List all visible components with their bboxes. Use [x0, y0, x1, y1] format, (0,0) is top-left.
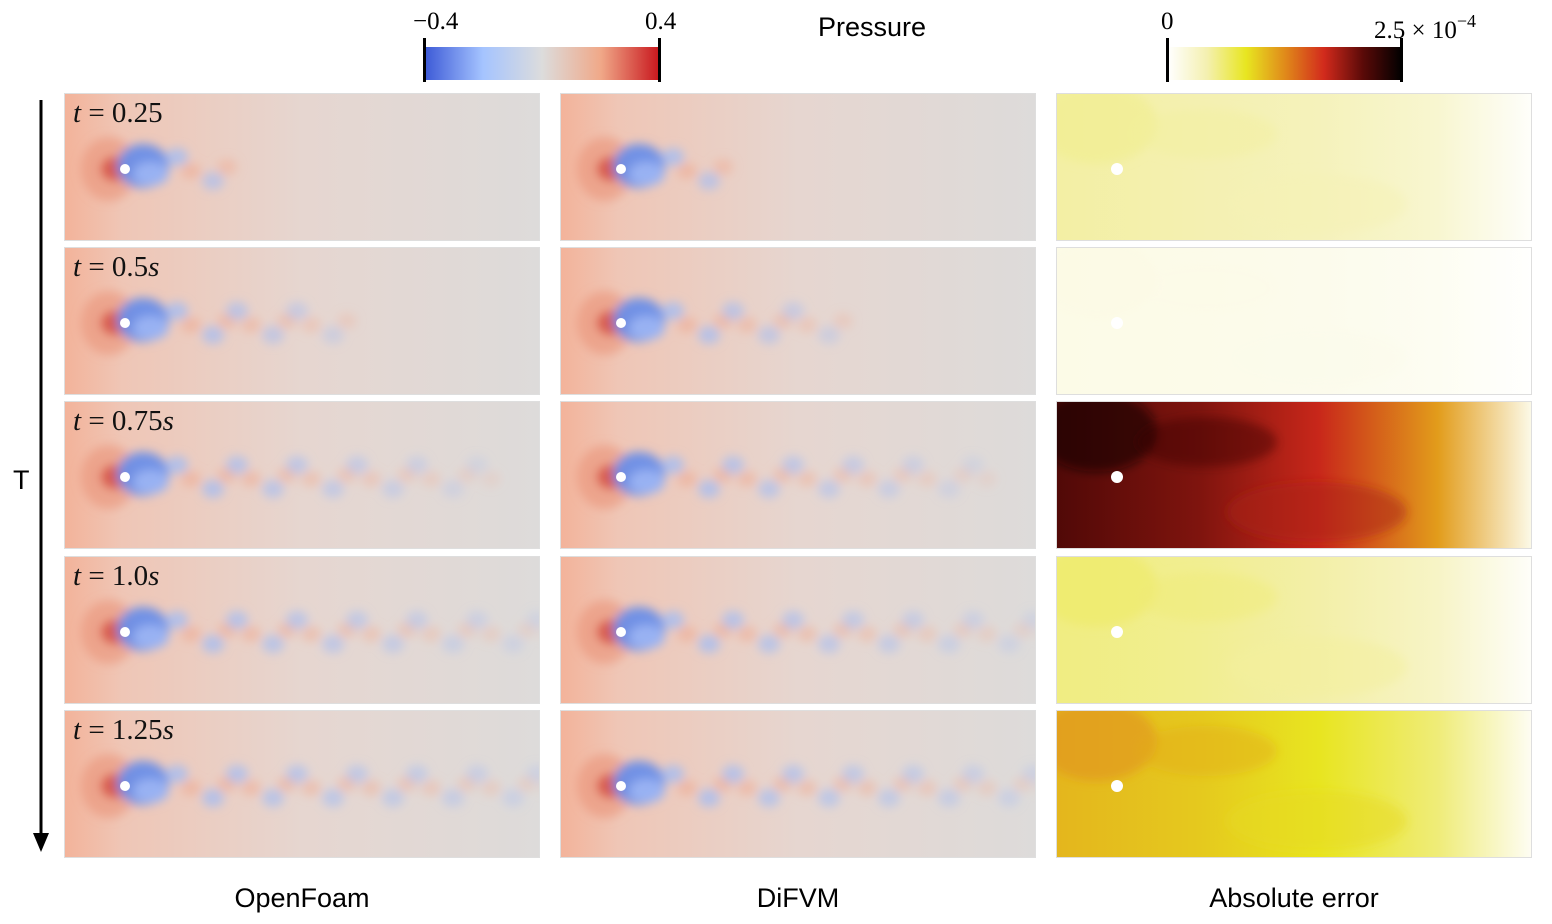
pressure-colorbar-max-label: 0.4	[645, 8, 677, 35]
field-plot-difvm	[561, 557, 1035, 703]
cylinder-marker	[120, 472, 130, 482]
time-label-row-5: t = 1.25s	[73, 713, 174, 747]
field-plot-openfoam	[65, 94, 539, 240]
time-equals: =	[81, 97, 112, 129]
field-plot-openfoam	[65, 402, 539, 548]
time-value: 1.0	[111, 560, 149, 592]
cylinder-marker	[120, 164, 130, 174]
pressure-colorbar-tick-max	[658, 38, 661, 82]
pressure-colorbar-gradient	[424, 47, 660, 80]
time-label-row-3: t = 0.75s	[73, 404, 174, 438]
error-colorbar-tick-min	[1166, 38, 1169, 82]
cylinder-marker	[120, 627, 130, 637]
column-label-difvm: DiFVM	[756, 883, 840, 913]
cylinder-marker	[1111, 317, 1123, 329]
cylinder-marker	[616, 318, 626, 328]
panel-error-row-4	[1056, 556, 1532, 704]
field-plot-difvm	[561, 711, 1035, 857]
time-equals: =	[81, 560, 112, 592]
time-variable: t	[73, 560, 82, 592]
pressure-colorbar-min-label: −0.4	[413, 8, 459, 35]
column-label-openfoam: OpenFoam	[234, 883, 370, 913]
panel-error-row-3	[1056, 401, 1532, 549]
error-colorbar-max-label: 2.5 × 10−4	[1374, 9, 1476, 43]
cylinder-marker	[1111, 626, 1123, 638]
pressure-colorbar-tick-min	[423, 38, 426, 82]
field-plot-difvm	[561, 94, 1035, 240]
time-variable: t	[73, 251, 82, 283]
time-label-row-4: t = 1.0s	[73, 559, 159, 593]
time-value: 0.25	[111, 97, 163, 129]
field-plot-error	[1057, 402, 1531, 548]
cylinder-marker	[1111, 471, 1123, 483]
field-plot-error	[1057, 248, 1531, 394]
cylinder-marker	[120, 781, 130, 791]
error-colorbar-max-exponent: −4	[1456, 11, 1477, 31]
time-variable: t	[73, 97, 82, 129]
panel-difvm-row-1	[560, 93, 1036, 241]
field-plot-difvm	[561, 248, 1035, 394]
time-unit: s	[148, 560, 160, 592]
panel-openfoam-row-5: t = 1.25s	[64, 710, 540, 858]
time-unit: s	[148, 251, 160, 283]
field-plot-error	[1057, 557, 1531, 703]
time-equals: =	[81, 714, 112, 746]
time-equals: =	[81, 405, 112, 437]
time-label-row-2: t = 0.5s	[73, 250, 159, 284]
panel-error-row-1	[1056, 93, 1532, 241]
column-label-absolute-error: Absolute error	[1209, 883, 1379, 913]
cylinder-marker	[1111, 780, 1123, 792]
error-colorbar-tick-max	[1400, 38, 1403, 82]
time-variable: t	[73, 405, 82, 437]
cylinder-marker	[616, 164, 626, 174]
cylinder-marker	[1111, 163, 1123, 175]
panel-openfoam-row-2: t = 0.5s	[64, 247, 540, 395]
error-colorbar-max-mantissa: 2.5 × 10	[1374, 17, 1457, 44]
time-value: 1.25	[111, 714, 163, 746]
panel-openfoam-row-1: t = 0.25	[64, 93, 540, 241]
panel-openfoam-row-3: t = 0.75s	[64, 401, 540, 549]
panel-error-row-5	[1056, 710, 1532, 858]
panel-difvm-row-3	[560, 401, 1036, 549]
field-plot-error	[1057, 711, 1531, 857]
panel-openfoam-row-4: t = 1.0s	[64, 556, 540, 704]
time-variable: t	[73, 714, 82, 746]
time-axis-arrow	[33, 100, 49, 852]
cylinder-marker	[616, 472, 626, 482]
field-plot-openfoam	[65, 557, 539, 703]
time-value: 0.5	[111, 251, 149, 283]
time-equals: =	[81, 251, 112, 283]
cylinder-marker	[120, 318, 130, 328]
cylinder-marker	[616, 781, 626, 791]
time-axis-label: T	[13, 465, 30, 495]
panel-error-row-2	[1056, 247, 1532, 395]
error-colorbar-gradient	[1168, 47, 1402, 80]
error-colorbar-min-label: 0	[1161, 8, 1174, 35]
panel-difvm-row-2	[560, 247, 1036, 395]
panel-difvm-row-5	[560, 710, 1036, 858]
pressure-title: Pressure	[818, 12, 927, 42]
field-plot-error	[1057, 94, 1531, 240]
field-plot-difvm	[561, 402, 1035, 548]
field-plot-openfoam	[65, 248, 539, 394]
time-unit: s	[162, 714, 174, 746]
time-label-row-1: t = 0.25	[73, 96, 163, 130]
field-plot-openfoam	[65, 711, 539, 857]
panel-difvm-row-4	[560, 556, 1036, 704]
time-value: 0.75	[111, 405, 163, 437]
cylinder-marker	[616, 627, 626, 637]
time-unit: s	[162, 405, 174, 437]
